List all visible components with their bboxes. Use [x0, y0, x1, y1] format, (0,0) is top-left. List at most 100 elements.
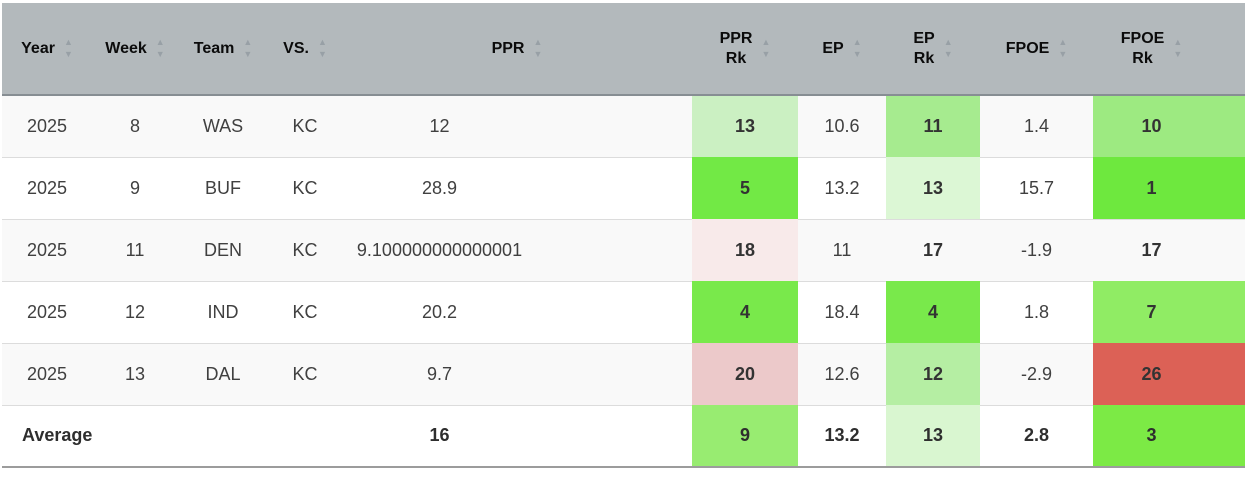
sort-desc-icon[interactable]: ▼ [533, 49, 543, 59]
cell-year: 2025 [2, 280, 92, 343]
column-header-vs[interactable]: VS. ▲ ▼ [268, 3, 342, 96]
cell-ep: 11 [798, 218, 886, 281]
cell-vs: KC [268, 156, 342, 219]
sort-desc-icon[interactable]: ▼ [317, 49, 327, 59]
average-cell-team [178, 404, 268, 468]
cell-team: DEN [178, 218, 268, 281]
cell-vs: KC [268, 342, 342, 405]
sort-arrows: ▲ ▼ [318, 38, 327, 59]
sort-desc-icon[interactable]: ▼ [63, 49, 73, 59]
column-header-label: PPR Rk [719, 29, 753, 67]
column-header-inner: Week ▲ ▼ [92, 3, 178, 94]
sort-arrows: ▲ ▼ [533, 38, 542, 59]
cell-week: 11 [92, 218, 178, 281]
stats-table: Year ▲ ▼ Week ▲ ▼ Team ▲ ▼ VS. ▲ ▼ PPR ▲ ▼ PPR Rk ▲ ▼ EP ▲ ▼… [2, 3, 1245, 468]
sort-arrows: ▲ ▼ [243, 38, 252, 59]
cell-fpoe_rk: 10 [1093, 94, 1245, 157]
column-header-label: FPOE [1005, 39, 1050, 57]
sort-asc-icon[interactable]: ▲ [943, 37, 953, 47]
sort-desc-icon[interactable]: ▼ [761, 49, 771, 59]
column-header-year[interactable]: Year ▲ ▼ [2, 3, 92, 96]
average-cell-fpoe_rk: 3 [1093, 404, 1245, 468]
cell-year: 2025 [2, 218, 92, 281]
cell-week: 9 [92, 156, 178, 219]
column-header-ppr_rk[interactable]: PPR Rk ▲ ▼ [692, 3, 798, 96]
cell-ep_rk: 12 [886, 342, 980, 405]
cell-team: IND [178, 280, 268, 343]
table-footer: Average 16 9 13.2 13 2.8 3 [2, 404, 1245, 468]
average-cell-ppr: 16 [342, 404, 692, 468]
sort-arrows: ▲ ▼ [944, 38, 953, 59]
column-header-ep[interactable]: EP ▲ ▼ [798, 3, 886, 96]
cell-fpoe: 15.7 [980, 156, 1093, 219]
column-header-inner: PPR ▲ ▼ [342, 3, 692, 94]
sort-arrows: ▲ ▼ [853, 38, 862, 59]
table-body: 2025 8 WAS KC 12 13 10.6 11 1.4 10 2025 9 BUF KC 28.9 5… [2, 94, 1245, 405]
sort-desc-icon[interactable]: ▼ [943, 49, 953, 59]
sort-asc-icon[interactable]: ▲ [761, 37, 771, 47]
column-header-label: FPOE Rk [1120, 29, 1165, 67]
sort-asc-icon[interactable]: ▲ [533, 37, 543, 47]
sort-asc-icon[interactable]: ▲ [1173, 37, 1183, 47]
cell-fpoe_rk: 7 [1093, 280, 1245, 343]
average-cell-week [92, 404, 178, 468]
cell-ep_rk: 11 [886, 94, 980, 157]
cell-ppr_rk: 5 [692, 156, 798, 219]
table-header-row: Year ▲ ▼ Week ▲ ▼ Team ▲ ▼ VS. ▲ ▼ PPR ▲ ▼ PPR Rk ▲ ▼ EP ▲ ▼… [2, 3, 1245, 96]
sort-asc-icon[interactable]: ▲ [317, 37, 327, 47]
table-row: 2025 11 DEN KC 9.100000000000001 18 11 17 -1.9 17 [2, 218, 1245, 281]
average-cell-ep_rk: 13 [886, 404, 980, 468]
column-header-label: PPR [491, 39, 525, 57]
average-row: Average 16 9 13.2 13 2.8 3 [2, 404, 1245, 468]
cell-fpoe: -2.9 [980, 342, 1093, 405]
cell-year: 2025 [2, 94, 92, 157]
column-header-label: Team [193, 39, 235, 57]
cell-ppr_rk: 13 [692, 94, 798, 157]
sort-asc-icon[interactable]: ▲ [155, 37, 165, 47]
table-row: 2025 13 DAL KC 9.7 20 12.6 12 -2.9 26 [2, 342, 1245, 405]
sort-desc-icon[interactable]: ▼ [1173, 49, 1183, 59]
cell-ppr: 12 [342, 94, 692, 157]
sort-asc-icon[interactable]: ▲ [243, 37, 253, 47]
column-header-label: EP [822, 39, 844, 57]
sort-arrows: ▲ ▼ [64, 38, 73, 59]
column-header-inner: Year ▲ ▼ [2, 3, 92, 94]
cell-ep: 10.6 [798, 94, 886, 157]
sort-desc-icon[interactable]: ▼ [852, 49, 862, 59]
cell-fpoe_rk: 1 [1093, 156, 1245, 219]
cell-year: 2025 [2, 156, 92, 219]
cell-ep_rk: 13 [886, 156, 980, 219]
average-cell-ppr_rk: 9 [692, 404, 798, 468]
cell-week: 12 [92, 280, 178, 343]
sort-asc-icon[interactable]: ▲ [852, 37, 862, 47]
column-header-label: VS. [283, 39, 309, 57]
table-row: 2025 9 BUF KC 28.9 5 13.2 13 15.7 1 [2, 156, 1245, 219]
column-header-inner: EP Rk ▲ ▼ [886, 3, 980, 94]
sort-desc-icon[interactable]: ▼ [155, 49, 165, 59]
cell-fpoe_rk: 17 [1093, 218, 1245, 281]
cell-team: DAL [178, 342, 268, 405]
average-cell-ep: 13.2 [798, 404, 886, 468]
cell-vs: KC [268, 280, 342, 343]
column-header-inner: Team ▲ ▼ [178, 3, 268, 94]
sort-asc-icon[interactable]: ▲ [1058, 37, 1068, 47]
sort-arrows: ▲ ▼ [761, 38, 770, 59]
cell-team: BUF [178, 156, 268, 219]
average-cell-year: Average [2, 404, 92, 468]
column-header-ep_rk[interactable]: EP Rk ▲ ▼ [886, 3, 980, 96]
column-header-fpoe[interactable]: FPOE ▲ ▼ [980, 3, 1093, 96]
column-header-week[interactable]: Week ▲ ▼ [92, 3, 178, 96]
column-header-team[interactable]: Team ▲ ▼ [178, 3, 268, 96]
column-header-inner: PPR Rk ▲ ▼ [692, 3, 798, 94]
cell-ppr_rk: 18 [692, 218, 798, 281]
cell-vs: KC [268, 218, 342, 281]
column-header-fpoe_rk[interactable]: FPOE Rk ▲ ▼ [1093, 3, 1245, 96]
cell-fpoe_rk: 26 [1093, 342, 1245, 405]
sort-desc-icon[interactable]: ▼ [1058, 49, 1068, 59]
column-header-ppr[interactable]: PPR ▲ ▼ [342, 3, 692, 96]
cell-ppr_rk: 4 [692, 280, 798, 343]
sort-desc-icon[interactable]: ▼ [243, 49, 253, 59]
cell-ep: 12.6 [798, 342, 886, 405]
sort-asc-icon[interactable]: ▲ [63, 37, 73, 47]
column-header-label: Year [21, 39, 55, 57]
